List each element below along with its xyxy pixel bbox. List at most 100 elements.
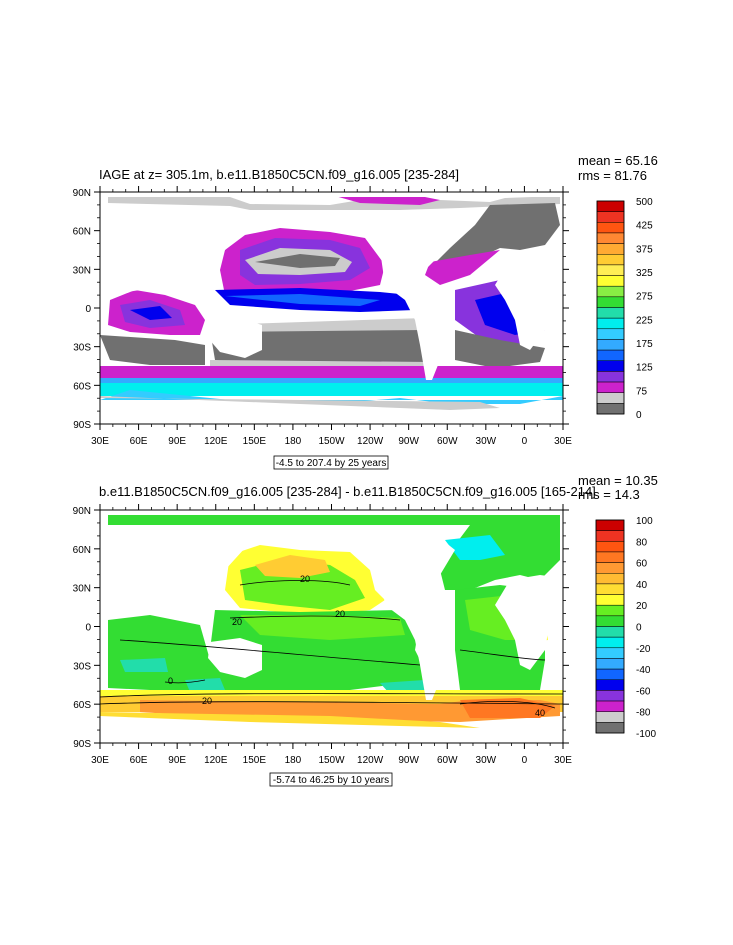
lon-tick-label: 30E [554, 755, 572, 766]
colorbar-swatch [596, 285, 625, 298]
colorbar-label: 375 [636, 244, 653, 255]
colorbar-label: 60 [636, 559, 648, 570]
colorbar-swatch [596, 232, 625, 244]
colorbar-label: -60 [636, 686, 651, 697]
panel-1-land-americas [380, 210, 455, 380]
lon-tick-label: 150E [243, 755, 267, 766]
colorbar-swatch [595, 583, 625, 595]
lon-tick-label: 0 [522, 436, 528, 447]
colorbar-label: 0 [636, 410, 642, 421]
colorbar-swatch [595, 647, 625, 659]
colorbar-label: 325 [636, 268, 653, 279]
panel-2-info: -5.74 to 46.25 by 10 years [273, 775, 389, 786]
panel-2-info-box [269, 772, 393, 787]
colorbar-label: 100 [636, 516, 653, 527]
lon-tick-label: 30E [554, 436, 572, 447]
lat-tick-label: 0 [85, 304, 91, 315]
lat-tick-label: 90N [73, 506, 91, 517]
panel-1-info-box [273, 455, 389, 470]
panel-2-indian-ocean [108, 615, 210, 690]
panel-1-title: IAGE at z= 305.1m, b.e11.B1850C5CN.f09_g… [99, 167, 459, 182]
colorbar-swatch [596, 222, 625, 234]
colorbar-swatch [595, 530, 625, 542]
colorbar-label: -100 [636, 729, 656, 740]
colorbar-swatch [596, 264, 625, 276]
colorbar-swatch [595, 604, 625, 617]
panel-2-mean: mean = 10.35 [578, 473, 658, 488]
lon-tick-label: 120E [204, 755, 228, 766]
colorbar-swatch [596, 317, 625, 330]
lat-tick-label: 30S [73, 661, 91, 672]
colorbar-swatch [595, 594, 625, 606]
colorbar-label: -40 [636, 665, 651, 676]
lon-tick-label: 90W [398, 436, 419, 447]
panel-1-land-africa-eurasia [495, 255, 563, 350]
lon-tick-label: 120W [357, 436, 384, 447]
colorbar-label: 0 [636, 623, 642, 634]
colorbar-swatch [596, 371, 625, 383]
colorbar-swatch [595, 636, 625, 649]
colorbar-swatch [596, 254, 625, 266]
panel-2-contour-label: 20 [300, 574, 310, 584]
lon-tick-label: 0 [522, 755, 528, 766]
panel-1-map: 30E 60E 90E 120E 150E 180 150W 120W 90W 60W 30W 0 30… [73, 186, 572, 447]
colorbar-label: 40 [636, 580, 648, 591]
colorbar-label: 425 [636, 221, 653, 232]
lat-tick-label: 60S [73, 381, 91, 392]
lon-tick-label: 30W [476, 755, 497, 766]
lat-tick-label: 30N [73, 584, 91, 595]
panel-1-rms: rms = 81.76 [578, 168, 647, 183]
colorbar-swatch [595, 519, 625, 531]
lat-tick-label: 30S [73, 343, 91, 354]
panel-1-mean: mean = 65.16 [578, 153, 658, 168]
colorbar-label: -20 [636, 644, 651, 655]
colorbar-swatch [596, 296, 625, 308]
lat-tick-label: 60N [73, 545, 91, 556]
colorbar-swatch [596, 360, 625, 372]
lat-tick-label: 60S [73, 700, 91, 711]
panel-1-ticks: 30E 60E 90E 120E 150E 180 150W 120W 90W 60W 30W 0 30… [73, 186, 572, 447]
colorbar-swatch [596, 211, 625, 223]
panel-2-contour-label: 20 [232, 617, 242, 627]
colorbar-swatch [595, 658, 625, 670]
colorbar-label: 75 [636, 386, 648, 397]
colorbar-swatch [595, 722, 625, 734]
lat-tick-label: 60N [73, 227, 91, 238]
lat-tick-label: 90S [73, 739, 91, 750]
colorbar-swatch [596, 339, 625, 351]
panel-2-land-africa-eurasia [495, 575, 563, 670]
colorbar-swatch [596, 349, 625, 362]
lon-tick-label: 30E [91, 436, 109, 447]
colorbar-swatch [595, 668, 625, 680]
colorbar-swatch [595, 541, 625, 553]
colorbar-label: 125 [636, 363, 653, 374]
colorbar-label: -80 [636, 708, 651, 719]
lat-tick-label: 90S [73, 420, 91, 431]
lat-tick-label: 30N [73, 265, 91, 276]
panel-1-colorbar: 500 425 375 325 275 225 175 125 75 0 [596, 197, 653, 421]
lon-tick-label: 150W [318, 436, 345, 447]
panel-2-contour-label: 40 [535, 708, 545, 718]
colorbar-swatch [596, 328, 625, 340]
colorbar-swatch [595, 551, 625, 563]
panel-2-ticks: 30E 60E 90E 120E 150E 180 150W 120W 90W 60W 30W 0 30… [73, 504, 572, 766]
colorbar-swatch [595, 711, 625, 723]
colorbar-label: 275 [636, 292, 653, 303]
panel-1-land-australia [208, 318, 262, 358]
lon-tick-label: 90E [168, 436, 186, 447]
lon-tick-label: 180 [285, 755, 302, 766]
colorbar-swatch [596, 392, 625, 404]
panel-2-rms: rms = 14.3 [578, 487, 640, 502]
colorbar-swatch [596, 243, 625, 255]
colorbar-label: 175 [636, 339, 653, 350]
lon-tick-label: 60E [130, 755, 148, 766]
panel-1-south-pacific-gyre [210, 322, 430, 372]
colorbar-label: 225 [636, 315, 653, 326]
colorbar-swatch [595, 690, 625, 702]
panel-2-contour-label: 0 [168, 676, 173, 686]
panel-1: IAGE at z= 305.1m, b.e11.B1850C5CN.f09_g… [73, 153, 658, 470]
lon-tick-label: 90W [398, 755, 419, 766]
lon-tick-label: 30W [476, 436, 497, 447]
colorbar-swatch [596, 307, 625, 319]
